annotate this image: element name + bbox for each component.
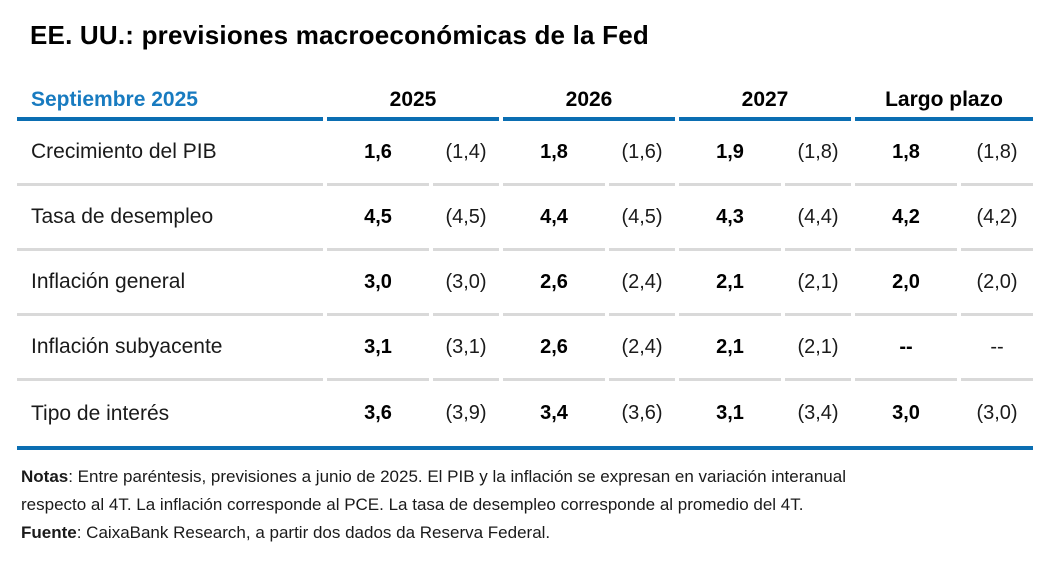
figure-title: EE. UU.: previsiones macroeconómicas de … — [30, 20, 649, 50]
notes-text-2: respecto al 4T. La inflación corresponde… — [21, 495, 804, 514]
notes-line-1: Notas: Entre paréntesis, previsiones a j… — [21, 463, 1033, 491]
value-previous: (2,4) — [609, 251, 675, 316]
value-current: -- — [855, 316, 957, 381]
value-previous: (3,0) — [976, 402, 1018, 424]
value-current: 3,4 — [540, 402, 568, 424]
row-label: Inflación general — [17, 251, 323, 316]
value-current: 3,1 — [327, 316, 429, 381]
value-previous: (3,0) — [433, 251, 499, 316]
value-current: 2,1 — [679, 251, 781, 316]
value-current: 1,8 — [503, 121, 605, 186]
value-current: 2,1 — [679, 316, 781, 381]
forecast-table: Septiembre 2025 2025 2026 2027 Largo pla… — [17, 79, 1033, 450]
column-header-largo-plazo: Largo plazo — [855, 79, 1033, 121]
value-current: 4,2 — [855, 186, 957, 251]
value-previous: (2,4) — [609, 316, 675, 381]
value-current: 4,4 — [503, 186, 605, 251]
value-current: 1,8 — [855, 121, 957, 186]
value-current: 1,9 — [679, 121, 781, 186]
notes-label: Notas — [21, 467, 69, 486]
table-row: Tasa de desempleo 4,5 (4,5) 4,4 (4,5) 4,3 (4,… — [17, 186, 1033, 251]
table-header-row: Septiembre 2025 2025 2026 2027 Largo pla… — [17, 79, 1033, 121]
value-previous: (1,4) — [433, 121, 499, 186]
source-text: : CaixaBank Research, a partir dos dados… — [76, 523, 551, 542]
value-previous: (2,1) — [785, 316, 851, 381]
row-label: Crecimiento del PIB — [17, 121, 323, 186]
value-previous: (4,5) — [609, 186, 675, 251]
column-header-2027: 2027 — [679, 79, 851, 121]
value-current: 2,6 — [503, 251, 605, 316]
value-current: 1,6 — [327, 121, 429, 186]
notes-line-2: respecto al 4T. La inflación corresponde… — [21, 491, 1033, 519]
value-previous: -- — [961, 316, 1033, 381]
value-previous: (3,4) — [797, 402, 839, 424]
value-current: 2,0 — [855, 251, 957, 316]
table-row: Tipo de interés 3,6 (3,9) 3,4 (3,6) 3,1 (3,4)… — [17, 381, 1033, 446]
row-label: Inflación subyacente — [17, 316, 323, 381]
value-current: 2,6 — [503, 316, 605, 381]
table-bottom-rule — [17, 446, 1033, 450]
value-current: 3,6 — [364, 402, 392, 424]
value-previous: (1,8) — [961, 121, 1033, 186]
notes-text-1: : Entre paréntesis, previsiones a junio … — [68, 467, 846, 486]
value-previous: (1,6) — [609, 121, 675, 186]
value-current: 3,0 — [892, 402, 920, 424]
value-current: 4,5 — [327, 186, 429, 251]
period-header: Septiembre 2025 — [17, 79, 323, 121]
value-previous: (4,2) — [961, 186, 1033, 251]
value-previous: (1,8) — [785, 121, 851, 186]
value-previous: (3,9) — [445, 402, 487, 424]
value-current: 3,0 — [327, 251, 429, 316]
source-line: Fuente: CaixaBank Research, a partir dos… — [21, 519, 1033, 547]
row-label: Tasa de desempleo — [17, 186, 323, 251]
value-previous: (2,1) — [785, 251, 851, 316]
row-label: Tipo de interés — [31, 401, 170, 425]
value-current: 4,3 — [679, 186, 781, 251]
value-previous: (3,1) — [433, 316, 499, 381]
value-previous: (4,5) — [433, 186, 499, 251]
table-body: Crecimiento del PIB 1,6 (1,4) 1,8 (1,6) 1,9(… — [17, 121, 1033, 446]
column-header-2026: 2026 — [503, 79, 675, 121]
table-row: Crecimiento del PIB 1,6 (1,4) 1,8 (1,6) 1,9(… — [17, 121, 1033, 186]
table-row: Inflación subyacente 3,1 (3,1) 2,6 (2,4) 2,1… — [17, 316, 1033, 381]
table-row: Inflación general 3,0 (3,0) 2,6 (2,4) 2,1 (2,… — [17, 251, 1033, 316]
value-current: 3,1 — [716, 402, 744, 424]
notes-block: Notas: Entre paréntesis, previsiones a j… — [21, 463, 1033, 547]
value-previous: (2,0) — [961, 251, 1033, 316]
value-previous: (4,4) — [785, 186, 851, 251]
source-label: Fuente — [21, 523, 77, 542]
value-previous: (3,6) — [621, 402, 663, 424]
column-header-2025: 2025 — [327, 79, 499, 121]
